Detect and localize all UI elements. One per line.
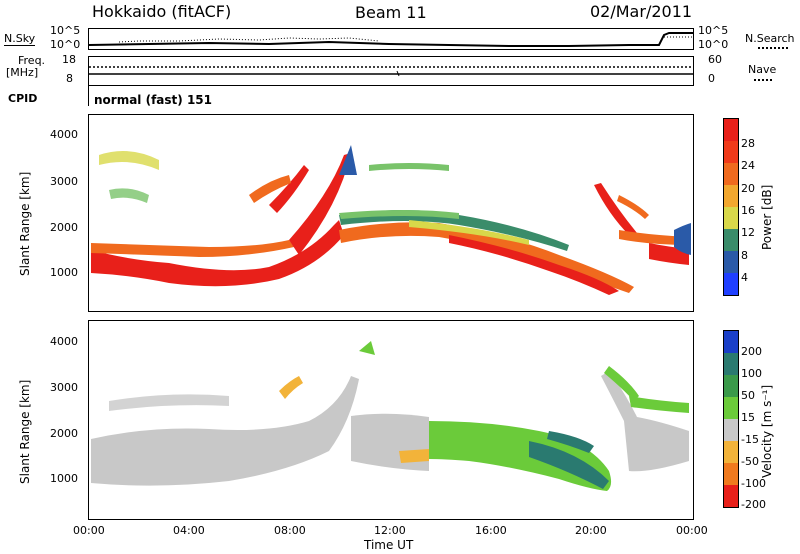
power-cb-tick-8: 8 [741,249,748,262]
nsky-label: N.Sky [4,32,36,46]
velocity-cb-tick-neg100: -100 [741,477,766,490]
power-colorbar-swatches [724,119,738,295]
power-ytick-4000: 4000 [50,128,78,141]
velocity-ytick-1000: 1000 [50,472,78,485]
power-ytick-3000: 3000 [50,175,78,188]
beam-title: Beam 11 [355,3,427,22]
xtick-1200: 12:00 [374,524,406,537]
noise-right-tick-bottom: 10^0 [698,38,729,51]
velocity-cb-tick-200: 200 [741,345,762,358]
power-cb-tick-4: 4 [741,271,748,284]
velocity-ytick-4000: 4000 [50,335,78,348]
freq-unit-label: [MHz] [6,66,39,79]
velocity-cb-tick-neg50: -50 [741,455,759,468]
power-heatmap [88,114,694,312]
freq-panel [88,56,694,86]
nsearch-legend-line [758,47,788,49]
xlabel: Time UT [364,538,414,552]
xtick-0400: 04:00 [173,524,205,537]
nave-label: Nave [748,63,777,76]
velocity-cb-tick-neg200: -200 [741,498,766,511]
xtick-2400: 00:00 [676,524,708,537]
noise-left-tick-bottom: 10^0 [50,38,81,51]
station-title: Hokkaido (fitACF) [92,2,232,21]
power-cb-tick-28: 28 [741,137,755,150]
noise-right-tick-top: 10^5 [698,24,729,37]
velocity-colorbar [723,330,739,508]
velocity-heatmap [88,320,694,520]
power-ytick-2000: 2000 [50,221,78,234]
power-ytick-1000: 1000 [50,266,78,279]
xtick-0000: 00:00 [73,524,105,537]
power-cb-label: Power [dB] [760,184,774,250]
velocity-ytick-2000: 2000 [50,427,78,440]
velocity-cb-tick-15: 15 [741,411,755,424]
cpid-marker [88,86,89,106]
power-cb-tick-16: 16 [741,204,755,217]
noise-trace [89,32,693,47]
cpid-label: CPID [8,92,38,105]
xtick-2000: 20:00 [575,524,607,537]
freq-nave-traces [89,66,693,77]
date-title: 02/Mar/2011 [590,2,693,21]
freq-tick-top: 18 [62,53,76,66]
xtick-1600: 16:00 [475,524,507,537]
velocity-colorbar-swatches [724,331,738,507]
velocity-heatmap-canvas [91,341,689,491]
freq-tick-bottom: 8 [66,72,73,85]
power-cb-tick-20: 20 [741,182,755,195]
velocity-ytick-3000: 3000 [50,381,78,394]
power-ylabel: Slant Range [km] [18,171,32,276]
nave-legend-line [754,79,772,81]
power-cb-tick-24: 24 [741,159,755,172]
velocity-ylabel: Slant Range [km] [18,379,32,484]
noise-left-tick-top: 10^5 [50,24,81,37]
velocity-cb-label: Velocity [m s⁻¹] [760,384,774,478]
nave-tick-bottom: 0 [708,72,715,85]
power-cb-tick-12: 12 [741,226,755,239]
power-heatmap-canvas [91,145,691,295]
nave-tick-top: 60 [708,53,722,66]
nsearch-label: N.Search [745,32,795,45]
xtick-0800: 08:00 [274,524,306,537]
cpid-text: normal (fast) 151 [94,93,212,107]
velocity-cb-tick-50: 50 [741,389,755,402]
power-colorbar [723,118,739,296]
velocity-cb-tick-neg15: -15 [741,433,759,446]
noise-panel [88,28,694,50]
freq-label: Freq. [18,54,46,67]
velocity-cb-tick-100: 100 [741,367,762,380]
